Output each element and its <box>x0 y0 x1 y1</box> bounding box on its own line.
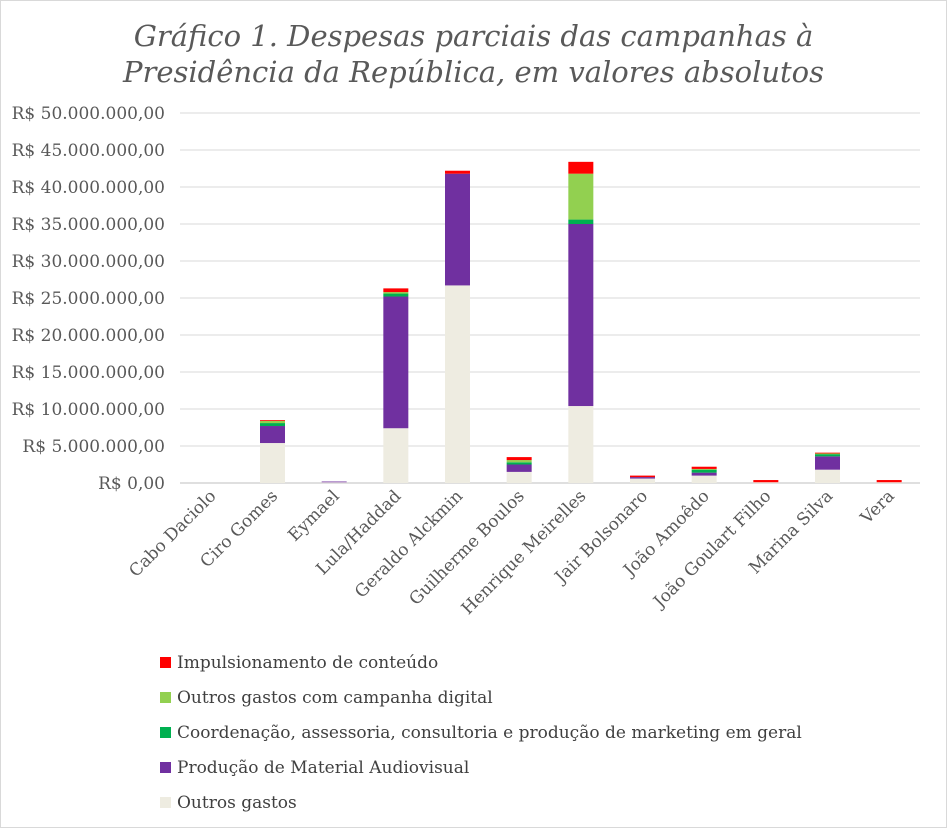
bar-segment <box>630 478 655 483</box>
bar-segment <box>876 482 902 484</box>
bar-segment <box>630 477 655 479</box>
legend-label: Impulsionamento de conteúdo <box>177 652 439 673</box>
bar-segment <box>815 453 840 455</box>
bar-segment <box>445 285 470 483</box>
bar-segment <box>260 423 285 427</box>
x-tick-label: João Goulart Filho <box>649 486 776 613</box>
bar-segment <box>383 288 409 293</box>
bar-segment <box>506 462 532 465</box>
chart-title-line-2: Presidência da República, em valores abs… <box>122 55 825 89</box>
bar-segment <box>691 472 717 476</box>
y-tick-label: R$ 5.000.000,00 <box>22 437 165 457</box>
bar-segment <box>383 292 409 294</box>
bar-segment <box>753 480 779 483</box>
x-tick-label: Geraldo Alckmin <box>351 486 467 602</box>
bar-segment <box>691 469 717 473</box>
bar-segment <box>383 293 409 297</box>
bar-segment <box>321 482 347 484</box>
bar-segment <box>691 475 717 483</box>
legend-swatch <box>160 762 171 773</box>
bar-segment <box>260 420 285 421</box>
x-tick-label: Eymael <box>284 486 343 545</box>
bar-segment <box>383 428 409 483</box>
y-tick-label: R$ 20.000.000,00 <box>12 326 165 346</box>
bar-segment <box>753 482 779 484</box>
bar-segment <box>876 480 902 483</box>
bar-segment <box>568 406 594 483</box>
bar-segment <box>691 466 717 469</box>
chart-legend: Impulsionamento de conteúdo Outros gastos… <box>160 645 802 820</box>
bar-segment <box>260 420 285 424</box>
bar-segment <box>815 469 840 483</box>
y-tick-label: R$ 30.000.000,00 <box>12 252 165 272</box>
bar-segment <box>815 454 840 457</box>
bar-segment <box>260 426 285 444</box>
bar-segment <box>506 457 532 461</box>
bar-segment <box>815 456 840 470</box>
y-tick-label: R$ 15.000.000,00 <box>12 363 165 383</box>
bar-segment <box>691 468 717 470</box>
legend-item: Produção de Material Audiovisual <box>160 750 802 785</box>
bar-segment <box>630 475 655 478</box>
bar-segment <box>506 464 532 472</box>
bar-segment <box>568 173 594 220</box>
y-tick-label: R$ 50.000.000,00 <box>12 104 165 124</box>
bar-segment <box>815 452 840 454</box>
y-tick-label: R$ 0,00 <box>98 474 165 494</box>
legend-label: Produção de Material Audiovisual <box>177 757 470 778</box>
legend-item: Impulsionamento de conteúdo <box>160 645 802 680</box>
bar-segment <box>506 471 532 483</box>
y-tick-label: R$ 45.000.000,00 <box>12 141 165 161</box>
bar-segment <box>568 161 594 174</box>
x-tick-label: Vera <box>856 486 898 528</box>
bar-segment <box>506 460 532 463</box>
legend-item: Coordenação, assessoria, consultoria e p… <box>160 715 802 750</box>
bar-segment <box>321 481 347 483</box>
y-tick-label: R$ 40.000.000,00 <box>12 178 165 198</box>
legend-label: Outros gastos com campanha digital <box>177 687 493 708</box>
legend-label: Outros gastos <box>177 792 297 813</box>
y-tick-label: R$ 10.000.000,00 <box>12 400 165 420</box>
bar-segment <box>260 443 285 483</box>
bar-segment <box>445 170 470 174</box>
y-tick-label: R$ 25.000.000,00 <box>12 289 165 309</box>
legend-swatch <box>160 727 171 738</box>
bar-segment <box>445 173 470 286</box>
bar-segment <box>568 224 594 407</box>
legend-item: Outros gastos <box>160 785 802 820</box>
legend-swatch <box>160 797 171 808</box>
legend-item: Outros gastos com campanha digital <box>160 680 802 715</box>
bar-segment <box>568 219 594 224</box>
legend-swatch <box>160 692 171 703</box>
chart-title: Gráfico 1. Despesas parciais das campanh… <box>0 18 947 90</box>
bar-segment <box>383 296 409 429</box>
x-tick-label: Guilherme Boulos <box>406 486 529 609</box>
chart-title-line-1: Gráfico 1. Despesas parciais das campanh… <box>133 19 814 53</box>
legend-swatch <box>160 657 171 668</box>
legend-label: Coordenação, assessoria, consultoria e p… <box>177 722 802 743</box>
y-tick-label: R$ 35.000.000,00 <box>12 215 165 235</box>
